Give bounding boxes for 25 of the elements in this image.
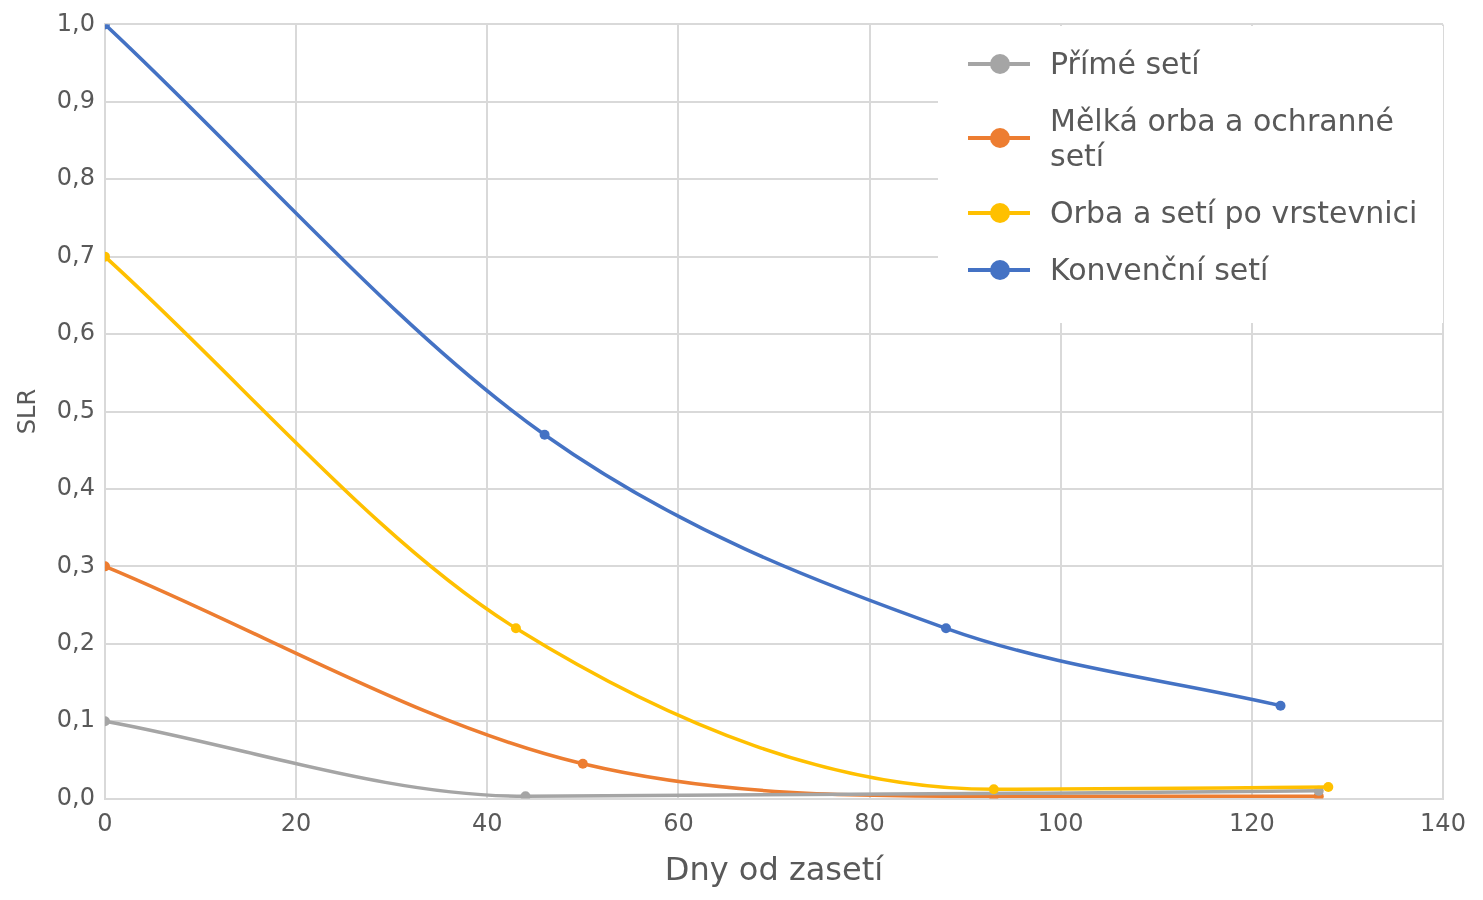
y-tick-label: 0,5 (56, 395, 95, 424)
legend-label: Přímé setí (1050, 46, 1200, 82)
legend-label: Mělká orba a ochranné setí (1050, 103, 1396, 174)
y-tick-label: 0,4 (56, 473, 95, 502)
x-tick-label: 0 (97, 808, 113, 837)
y-tick-label: 0,1 (56, 705, 95, 734)
y-tick-label: 0,3 (56, 550, 95, 579)
x-tick-label: 140 (1420, 808, 1466, 837)
x-tick-label: 100 (1037, 808, 1084, 837)
y-tick-label: 0,2 (56, 627, 95, 656)
x-tick-label: 80 (854, 808, 885, 837)
legend-label: Konvenční setí (1050, 252, 1269, 288)
x-axis-title: Dny od zasetí (664, 850, 885, 889)
y-tick-label: 1,0 (56, 8, 95, 37)
y-tick-label: 0,0 (56, 782, 95, 811)
y-tick-label: 0,8 (56, 163, 95, 192)
y-tick-label: 0,9 (56, 86, 95, 115)
legend-label: Orba a setí po vrstevnici (1050, 195, 1418, 231)
x-tick-label: 60 (663, 808, 694, 837)
y-tick-label: 0,7 (56, 240, 95, 269)
y-tick-label: 0,6 (56, 318, 95, 347)
x-tick-label: 120 (1228, 808, 1275, 837)
x-tick-label: 40 (471, 808, 503, 837)
x-tick-label: 20 (280, 808, 312, 837)
y-axis-title: SLR (12, 388, 41, 435)
